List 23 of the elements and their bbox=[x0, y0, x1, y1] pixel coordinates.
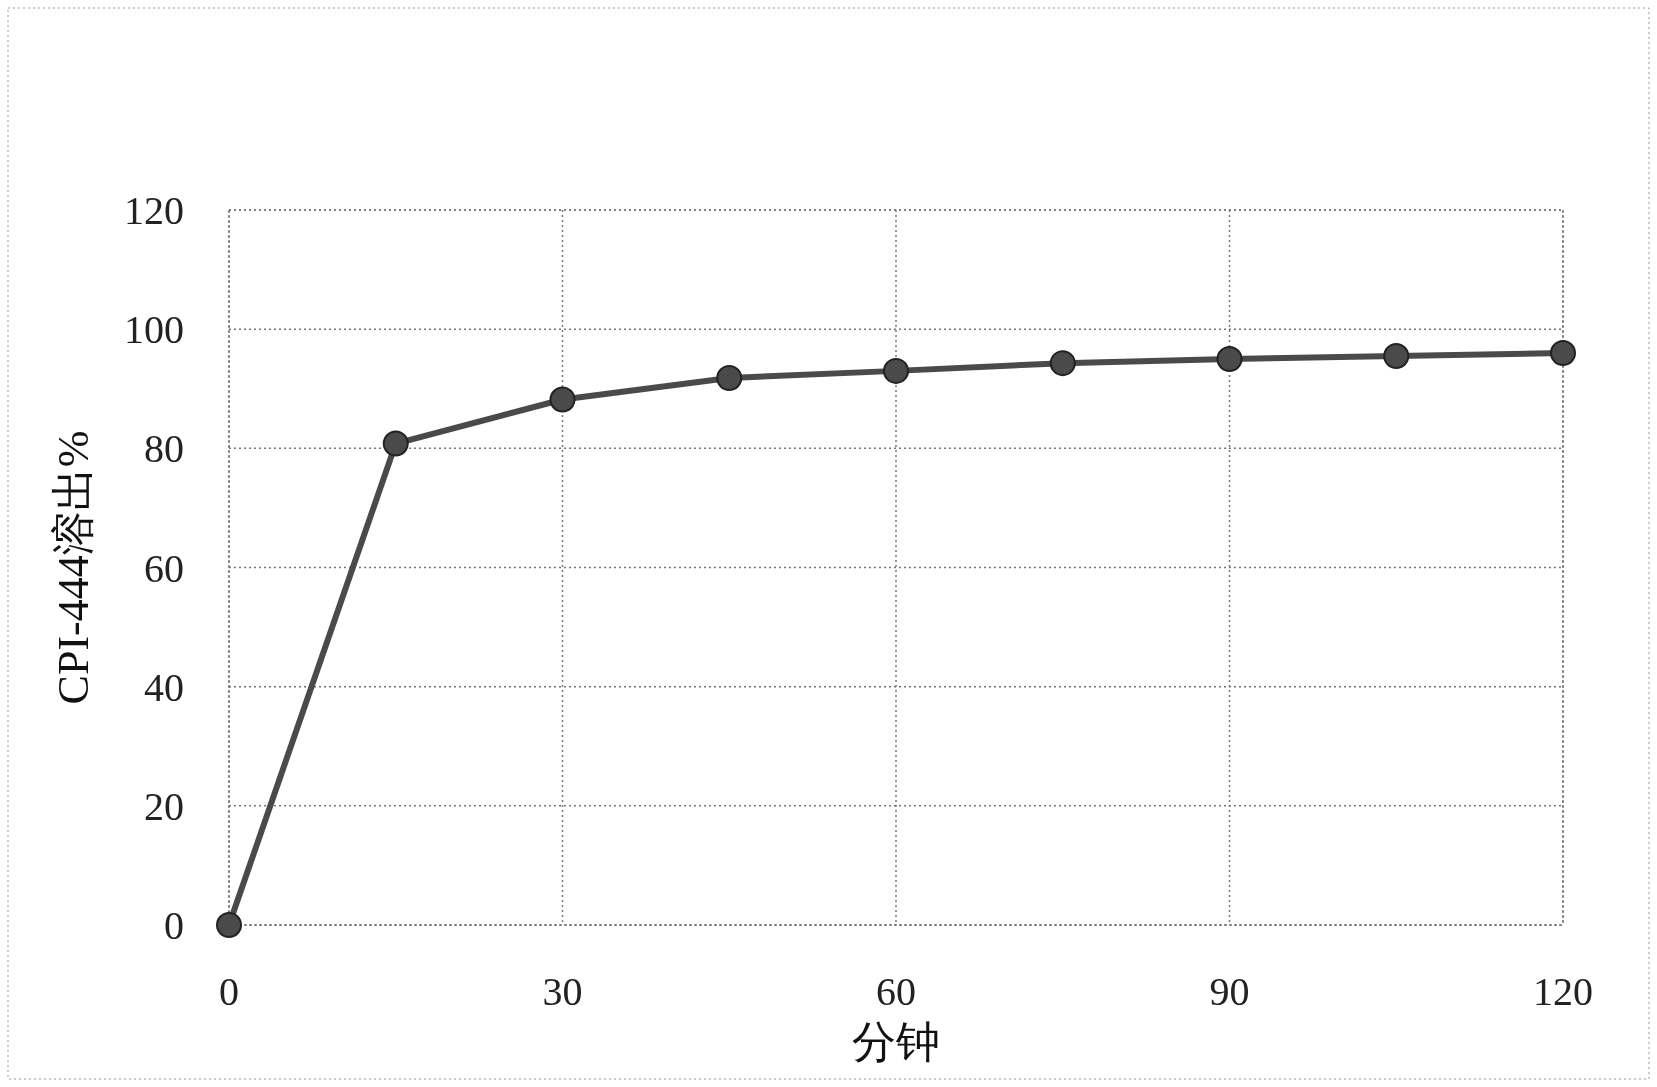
point bbox=[549, 386, 576, 413]
x-axis-title: 分钟 bbox=[852, 1018, 940, 1067]
y-tick-label: 100 bbox=[124, 307, 184, 353]
y-tick-label: 80 bbox=[144, 426, 184, 472]
point bbox=[1049, 350, 1076, 377]
point bbox=[883, 357, 909, 384]
point bbox=[216, 912, 242, 938]
y-tick-label: 20 bbox=[144, 783, 184, 829]
y-axis-title: CPI-444溶出% bbox=[49, 430, 98, 705]
point bbox=[1383, 342, 1410, 369]
x-tick-label: 30 bbox=[542, 969, 583, 1014]
x-tick-label: 90 bbox=[1209, 969, 1250, 1014]
x-tick-label: 120 bbox=[1533, 969, 1593, 1014]
point bbox=[1216, 345, 1243, 372]
y-tick-label: 60 bbox=[144, 545, 184, 591]
x-tick-label: 60 bbox=[876, 969, 916, 1014]
x-tick-label: 0 bbox=[219, 969, 239, 1014]
point bbox=[716, 365, 743, 392]
y-tick-label: 40 bbox=[144, 664, 184, 710]
point bbox=[1550, 340, 1576, 366]
y-tick-label: 120 bbox=[124, 188, 184, 233]
point bbox=[382, 430, 409, 457]
y-tick-label: 0 bbox=[164, 903, 184, 948]
